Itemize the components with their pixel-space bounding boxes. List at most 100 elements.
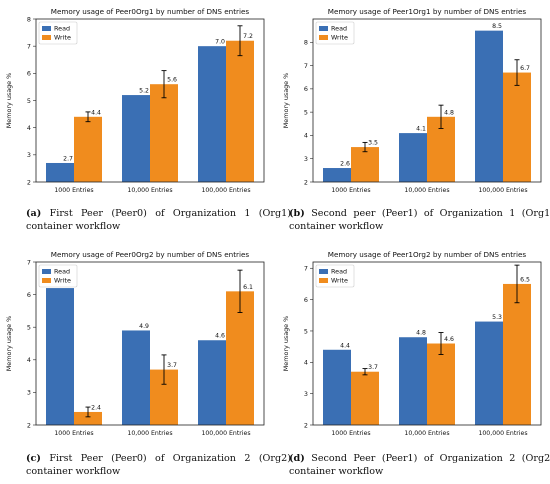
write-bar <box>226 291 254 425</box>
write-bar <box>150 84 178 182</box>
x-tick-label: 10,000 Entries <box>127 187 172 194</box>
legend-swatch <box>319 35 328 40</box>
data-label: 8.5 <box>492 23 502 30</box>
caption-d-label: (d) <box>289 453 305 464</box>
y-axis-label: Memory usage % <box>5 73 13 128</box>
x-tick-label: 1000 Entries <box>54 430 93 437</box>
caption-b-text: Second peer (Peer1) of Organization 1 (O… <box>289 208 550 232</box>
y-axis-label: Memory usage % <box>282 316 290 371</box>
caption-c-label: (c) <box>26 453 41 464</box>
legend-swatch <box>42 35 51 40</box>
write-bar <box>74 411 102 425</box>
write-bar <box>351 371 379 425</box>
chart-d-svg: Memory usage of Peer1Org2 by number of D… <box>282 250 542 437</box>
read-bar <box>475 30 503 183</box>
y-tick-label: 6 <box>27 291 31 299</box>
read-bar <box>122 330 150 425</box>
data-label: 6.5 <box>520 276 530 283</box>
x-tick-label: 1000 Entries <box>331 430 370 437</box>
x-tick-label: 100,000 Entries <box>201 187 250 194</box>
write-bar <box>503 72 531 182</box>
caption-b: (b) Second peer (Peer1) of Organization … <box>289 207 550 233</box>
legend-label: Write <box>54 34 71 42</box>
x-tick-label: 100,000 Entries <box>201 430 250 437</box>
y-tick-label: 6 <box>304 85 308 93</box>
caption-a: (a) First Peer (Peer0) of Organization 1… <box>26 207 291 233</box>
write-bar <box>351 147 379 182</box>
chart-title: Memory usage of Peer1Org1 by number of D… <box>328 7 527 16</box>
data-label: 4.1 <box>416 126 426 133</box>
x-tick-label: 10,000 Entries <box>404 187 449 194</box>
legend-swatch <box>42 278 51 283</box>
y-axis-label: Memory usage % <box>5 316 13 371</box>
data-label: 4.4 <box>91 109 101 116</box>
y-tick-label: 4 <box>27 124 31 132</box>
legend-label: Read <box>54 268 70 276</box>
y-tick-label: 4 <box>27 356 31 364</box>
y-tick-label: 2 <box>27 178 31 186</box>
read-bar <box>46 162 74 182</box>
data-label: 6.7 <box>520 65 530 72</box>
caption-c: (c) First Peer (Peer0) of Organization 2… <box>26 452 291 478</box>
caption-d-text: Second Peer (Peer1) of Organization 2 (O… <box>289 453 550 477</box>
y-tick-label: 4 <box>304 132 308 140</box>
legend-label: Write <box>54 277 71 285</box>
legend-label: Write <box>331 34 348 42</box>
legend-swatch <box>319 269 328 274</box>
caption-b-label: (b) <box>289 208 305 219</box>
plot-frame <box>35 18 265 183</box>
data-label: 2.4 <box>91 404 101 411</box>
read-bar <box>399 133 427 182</box>
legend-label: Write <box>331 277 348 285</box>
x-tick-label: 100,000 Entries <box>478 187 527 194</box>
y-tick-label: 5 <box>27 324 31 332</box>
y-tick-label: 6 <box>304 296 308 304</box>
chart-b: Memory usage of Peer1Org1 by number of D… <box>279 4 549 204</box>
data-label: 2.6 <box>340 161 350 168</box>
y-tick-label: 4 <box>304 359 308 367</box>
legend-label: Read <box>54 25 70 33</box>
y-tick-label: 2 <box>27 421 31 429</box>
write-bar <box>226 40 254 182</box>
data-label: 4.8 <box>444 109 454 116</box>
data-label: 7.0 <box>215 39 225 46</box>
read-bar <box>46 288 74 425</box>
y-tick-label: 2 <box>304 421 308 429</box>
read-bar <box>198 340 226 425</box>
y-tick-label: 7 <box>304 265 308 273</box>
data-label: 4.4 <box>340 342 350 349</box>
plot-frame <box>312 18 542 183</box>
legend-swatch <box>42 269 51 274</box>
data-label: 4.6 <box>215 333 225 340</box>
caption-a-text: First Peer (Peer0) of Organization 1 (Or… <box>26 208 291 232</box>
y-tick-label: 3 <box>304 390 308 398</box>
x-tick-label: 10,000 Entries <box>127 430 172 437</box>
read-bar <box>122 95 150 182</box>
y-axis-label: Memory usage % <box>282 73 290 128</box>
chart-b-svg: Memory usage of Peer1Org1 by number of D… <box>282 7 542 194</box>
y-tick-label: 6 <box>27 70 31 78</box>
read-bar <box>475 321 503 425</box>
write-bar <box>503 283 531 425</box>
y-tick-label: 3 <box>27 151 31 159</box>
x-tick-label: 10,000 Entries <box>404 430 449 437</box>
chart-title: Memory usage of Peer0Org1 by number of D… <box>51 7 250 16</box>
x-tick-label: 1000 Entries <box>54 187 93 194</box>
write-bar <box>427 343 455 425</box>
data-label: 5.3 <box>492 314 502 321</box>
data-label: 5.2 <box>139 88 149 95</box>
y-tick-label: 7 <box>27 42 31 50</box>
data-label: 5.6 <box>167 77 177 84</box>
legend-swatch <box>319 278 328 283</box>
x-tick-label: 1000 Entries <box>331 187 370 194</box>
data-label: 4.6 <box>444 336 454 343</box>
legend-label: Read <box>331 268 347 276</box>
data-label: 4.9 <box>139 323 149 330</box>
y-tick-label: 8 <box>304 39 308 47</box>
chart-c-svg: Memory usage of Peer0Org2 by number of D… <box>5 250 265 437</box>
chart-a: Memory usage of Peer0Org1 by number of D… <box>2 4 272 204</box>
chart-title: Memory usage of Peer1Org2 by number of D… <box>328 250 527 259</box>
